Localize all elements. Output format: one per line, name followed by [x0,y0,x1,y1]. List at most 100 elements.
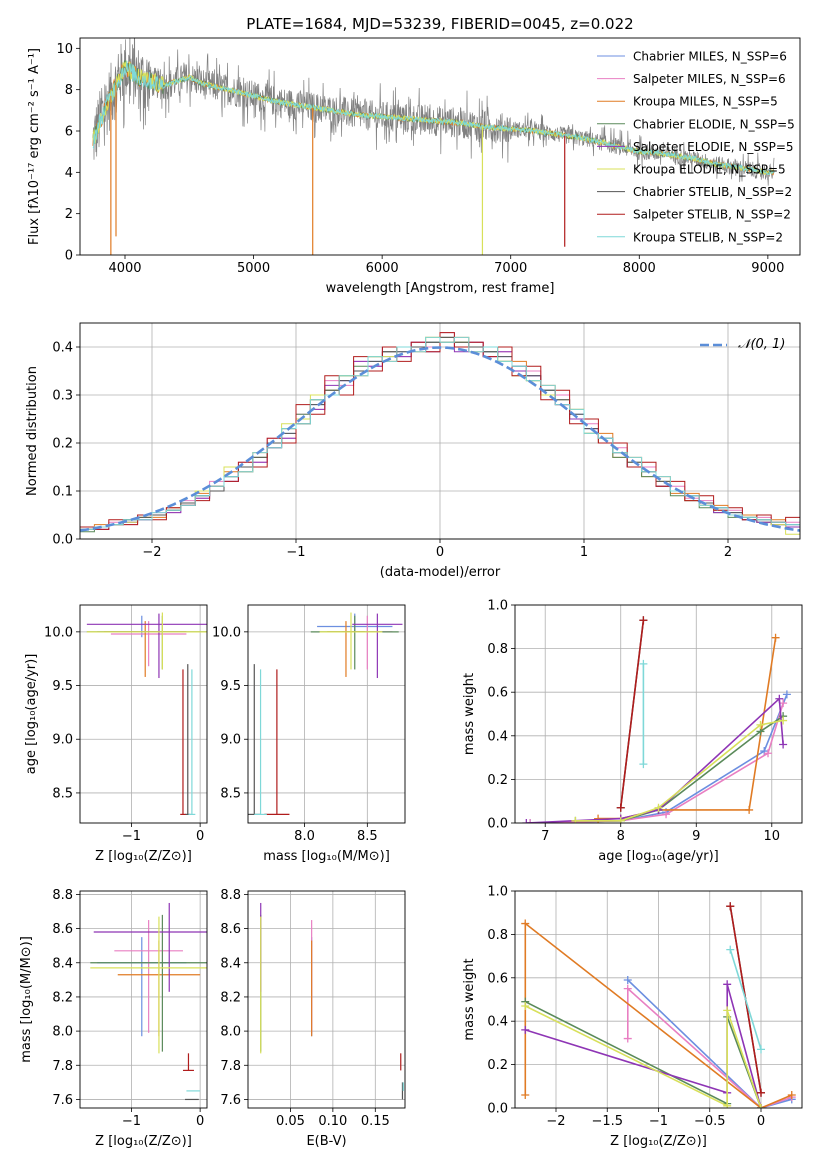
x-tick-label: −1.5 [591,1114,623,1129]
x-tick-label: 0 [436,545,444,560]
y-tick-label: 7.8 [220,1059,241,1074]
axes-frame [79,37,801,256]
y-tick-label: 8.8 [52,888,73,903]
axes-frame [514,890,803,1109]
x-tick-label: −1 [649,1114,668,1129]
y-tick-label: 8.5 [52,786,73,801]
y-tick-label: 7.6 [52,1093,73,1108]
x-tick-label: 0 [196,1114,204,1129]
y-tick-label: 8.2 [220,990,241,1005]
legend-label: Kroupa ELODIE, N_SSP=5 [633,163,786,177]
legend-label: 𝒩(0, 1) [738,337,785,352]
x-tick-label: 5000 [237,261,270,276]
y-tick-label: 1.0 [487,599,508,614]
y-tick-label: 0.4 [487,729,508,744]
weight-marker-salpeter_elodie [775,694,784,703]
weight-line-salpeter_elodie [526,697,784,823]
x-tick-label: 8 [617,829,625,844]
x-axis-label: mass [log₁₀(M/M⊙)] [263,849,390,864]
x-tick-label: −1 [122,829,141,844]
x-tick-label: 6000 [366,261,399,276]
model-spectrum-kroupa_stelib [92,60,775,176]
weight-marker-salpeter_miles [526,819,535,823]
y-tick-label: 0.4 [487,1015,508,1030]
y-tick-label: 8.2 [52,990,73,1005]
y-tick-label: 9.0 [220,733,241,748]
x-axis-label: Z [log₁₀(Z/Z⊙)] [610,1134,707,1149]
histogram-salpeter_stelib [80,332,800,530]
y-tick-label: 8 [65,83,73,98]
y-tick-label: 9.5 [220,679,241,694]
weight-marker-salpeter_stelib [616,803,625,812]
weight-marker-kroupa_elodie [723,1101,732,1108]
weight-marker-salpeter_stelib [726,902,735,911]
x-axis-label: Z [log₁₀(Z/Z⊙)] [95,849,192,864]
y-tick-label: 8.0 [52,1025,73,1040]
axes-frame [247,890,406,1109]
y-tick-label: 0.6 [487,971,508,986]
x-tick-label: 10 [764,829,781,844]
observed-spectrum-line [92,38,775,186]
y-tick-label: 2 [65,207,73,222]
x-tick-label: −0.5 [694,1114,726,1129]
weight-marker-kroupa_stelib [639,659,648,668]
y-tick-label: 0.4 [52,341,73,356]
y-tick-label: 10 [56,42,73,57]
weight-marker-salpeter_elodie [521,1025,530,1034]
y-tick-label: 8.4 [220,956,241,971]
x-tick-label: 2 [724,545,732,560]
mass_vs_ebv-panel: 0.05 0.10 0.15 7.6 7.8 8.0 8.2 8.4 8.6 8.8 E(B-V) [220,888,406,1149]
legend-label: Chabrier MILES, N_SSP=6 [633,50,787,64]
x-tick-label: 1 [580,545,588,560]
y-tick-label: 0 [65,249,73,264]
y-tick-label: 0.1 [52,485,73,500]
y-tick-label: 0.2 [52,437,73,452]
legend-label: Kroupa STELIB, N_SSP=2 [633,230,783,244]
y-tick-label: 6 [65,125,73,140]
weight-marker-chabrier_miles [623,975,632,984]
y-tick-label: 4 [65,166,73,181]
y-tick-label: 10.0 [212,625,241,640]
weight-marker-salpeter_elodie [779,740,788,749]
x-tick-label: 0.05 [276,1114,305,1129]
y-tick-label: 8.8 [220,888,241,903]
x-tick-label: −1 [122,1114,141,1129]
x-tick-label: 8.5 [357,829,378,844]
mass_weight_vs_age-panel: 7 8 9 10 0.0 0.2 0.4 0.6 0.8 1.0 age [log₁₀(age/yr… [462,599,803,864]
weight-marker-salpeter_miles [764,749,773,758]
age_vs_mass-panel: 8.0 8.5 8.5 9.0 9.5 10.0 mass [log₁₀(M/M⊙)] [212,604,406,864]
y-tick-label: 7.6 [220,1093,241,1108]
weight-marker-kroupa_elodie [654,803,663,812]
legend-label: Salpeter STELIB, N_SSP=2 [633,208,791,222]
y-tick-label: 0.8 [487,642,508,657]
x-tick-label: 0 [757,1114,765,1129]
y-axis-label: Normed distribution [25,366,40,496]
weight-marker-kroupa_elodie [616,816,625,823]
y-tick-label: 7.8 [52,1059,73,1074]
weight-marker-salpeter_miles [623,1034,632,1043]
weight-line-salpeter_miles [627,986,793,1108]
weight-marker-kroupa_miles [521,1090,530,1099]
legend-label: Salpeter ELODIE, N_SSP=5 [633,140,794,154]
axes-frame [79,604,208,824]
weight-marker-chabrier_miles [782,690,791,699]
y-tick-label: 8.6 [220,922,241,937]
weight-marker-kroupa_elodie [723,1006,732,1015]
weight-line-kroupa_miles [598,637,777,820]
x-tick-label: 9000 [751,261,784,276]
y-tick-label: 0.3 [52,389,73,404]
weight-line-kroupa_stelib [729,949,762,1050]
weight-marker-kroupa_elodie [521,1002,530,1011]
x-tick-label: −2 [546,1114,565,1129]
legend-label: Salpeter MILES, N_SSP=6 [633,72,786,86]
weight-line-kroupa_elodie [524,1005,762,1108]
x-tick-label: −1 [286,545,305,560]
y-tick-label: 0.6 [487,686,508,701]
x-axis-label: age [log₁₀(age/yr)] [598,849,719,864]
y-tick-label: 8.6 [52,922,73,937]
mass_weight_vs_Z-panel: −2 −1.5 −1 −0.5 0 0.0 0.2 0.4 0.6 0.8 1.0 Z [log₁₀(… [462,885,803,1149]
axes-frame [514,604,803,824]
weight-marker-salpeter_miles [623,984,632,993]
y-tick-label: 0.0 [487,1102,508,1117]
